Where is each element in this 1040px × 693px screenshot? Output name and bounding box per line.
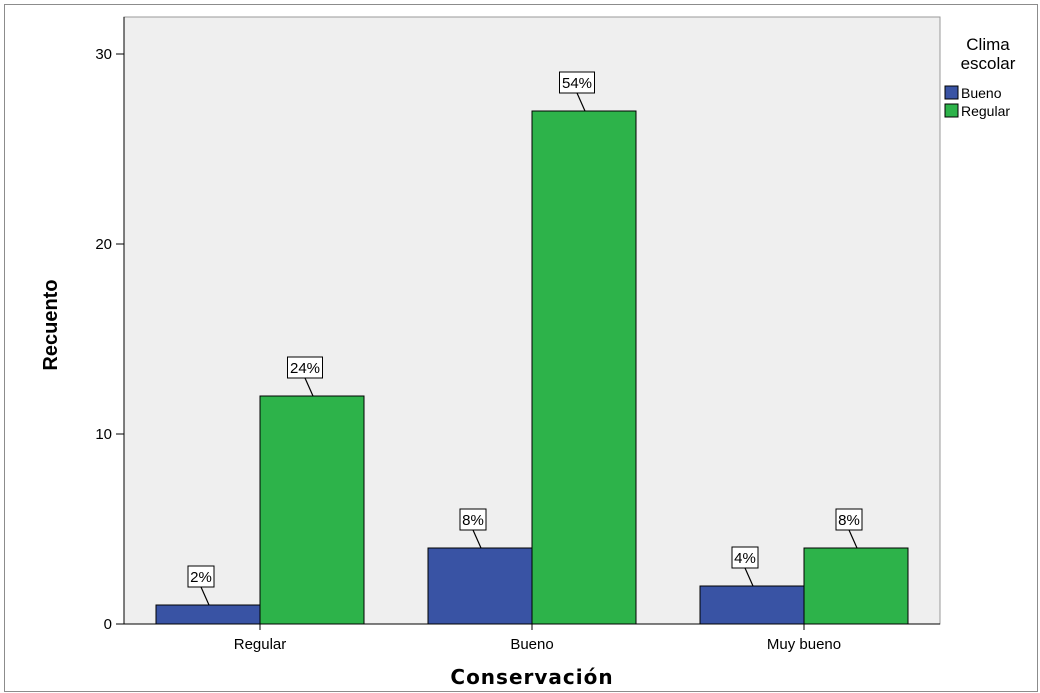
data-label-box: [731, 546, 759, 569]
legend-label-bueno: Bueno: [961, 85, 1002, 101]
data-label-leader: [472, 529, 482, 549]
bar: [427, 547, 533, 625]
bar: [155, 604, 261, 625]
legend-swatch-bueno: [944, 85, 959, 100]
x-tick-label: Muy bueno: [767, 636, 841, 653]
data-label-box: [187, 565, 215, 588]
data-label-box: [559, 71, 595, 94]
data-label: 24%: [290, 360, 320, 377]
legend-swatch-regular: [944, 103, 959, 118]
bar: [803, 547, 909, 625]
data-label-box: [287, 356, 323, 379]
bar: [531, 110, 637, 625]
legend-title-line-1: Clima: [966, 35, 1010, 54]
y-tick-label: 30: [95, 46, 112, 63]
data-label-leader: [848, 529, 858, 549]
x-tick-label: Bueno: [510, 636, 553, 653]
data-label-leader: [744, 567, 754, 587]
x-axis-title: Conservación: [450, 665, 613, 689]
legend-title-line-2: escolar: [961, 54, 1016, 73]
data-label-leader: [200, 586, 210, 606]
data-label: 54%: [562, 75, 592, 92]
data-label-box: [459, 508, 487, 531]
data-label-box: [835, 508, 863, 531]
data-label: 8%: [462, 512, 484, 529]
y-tick-label: 0: [104, 616, 112, 633]
bar: [699, 585, 805, 625]
data-label-leader: [304, 377, 314, 397]
y-tick-label: 10: [95, 426, 112, 443]
y-tick-label: 20: [95, 236, 112, 253]
bar: [259, 395, 365, 625]
x-tick-label: Regular: [234, 636, 287, 653]
legend: Clima escolar Bueno Regular: [944, 35, 1016, 119]
data-label: 4%: [734, 550, 756, 567]
data-label: 8%: [838, 512, 860, 529]
data-label-leader: [576, 92, 586, 112]
legend-label-regular: Regular: [961, 103, 1010, 119]
data-label: 2%: [190, 569, 212, 586]
y-axis-title: Recuento: [40, 279, 62, 370]
